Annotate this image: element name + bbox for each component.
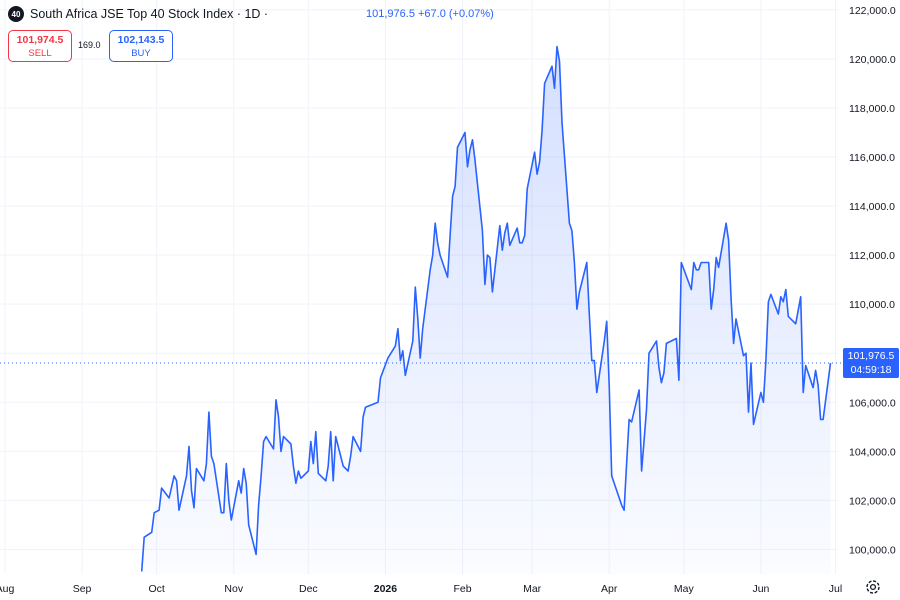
x-tick-label: Feb <box>453 583 471 595</box>
x-tick-label: Mar <box>523 583 542 595</box>
index-logo: 40 <box>8 6 24 22</box>
buy-price: 102,143.5 <box>117 34 165 46</box>
x-tick-label: May <box>674 583 695 595</box>
x-tick-label: Aug <box>0 583 14 595</box>
sell-price: 101,974.5 <box>16 34 64 46</box>
y-tick-label: 112,000.0 <box>849 250 895 262</box>
x-tick-label: Oct <box>148 583 164 595</box>
x-tick-label: Sep <box>73 583 92 595</box>
symbol-title: South Africa JSE Top 40 Stock Index · 1D… <box>30 7 269 21</box>
y-tick-label: 118,000.0 <box>849 103 895 115</box>
y-tick-label: 100,000.0 <box>849 544 896 556</box>
y-tick-label: 106,000.0 <box>849 397 896 409</box>
x-tick-label: Dec <box>299 583 318 595</box>
bar-countdown: 04:59:18 <box>850 364 892 377</box>
x-tick-label: Nov <box>224 583 243 595</box>
buy-button[interactable]: 102,143.5 BUY <box>109 30 173 62</box>
y-tick-label: 122,000.0 <box>849 5 896 17</box>
y-tick-label: 120,000.0 <box>849 54 896 66</box>
x-tick-label: 2026 <box>374 583 398 595</box>
sell-label: SELL <box>28 48 52 59</box>
price-line <box>140 45 832 572</box>
price-area <box>141 46 831 575</box>
last-price-value: 101,976.5 <box>847 350 895 363</box>
x-tick-label: Jul <box>829 583 842 595</box>
y-axis: 100,000.0102,000.0104,000.0106,000.0108,… <box>849 5 896 557</box>
x-tick-label: Apr <box>601 583 618 595</box>
y-tick-label: 116,000.0 <box>849 152 895 164</box>
chart-header: 40 South Africa JSE Top 40 Stock Index ·… <box>8 6 268 22</box>
price-change-quote: 101,976.5 +67.0 (+0.07%) <box>366 8 494 20</box>
y-tick-label: 110,000.0 <box>849 299 895 311</box>
buy-label: BUY <box>131 48 151 59</box>
x-tick-label: Jun <box>752 583 769 595</box>
last-price-tag: 101,976.5 04:59:18 <box>843 348 899 379</box>
y-tick-label: 104,000.0 <box>849 446 896 458</box>
y-tick-label: 102,000.0 <box>849 495 896 507</box>
y-tick-label: 114,000.0 <box>849 201 895 213</box>
sell-button[interactable]: 101,974.5 SELL <box>8 30 72 62</box>
gear-icon[interactable] <box>864 578 882 596</box>
x-axis: Aug Sep Oct Nov Dec 2026 Feb Mar Apr May Jun Jul <box>0 583 842 595</box>
spread-value: 169.0 <box>78 40 101 50</box>
